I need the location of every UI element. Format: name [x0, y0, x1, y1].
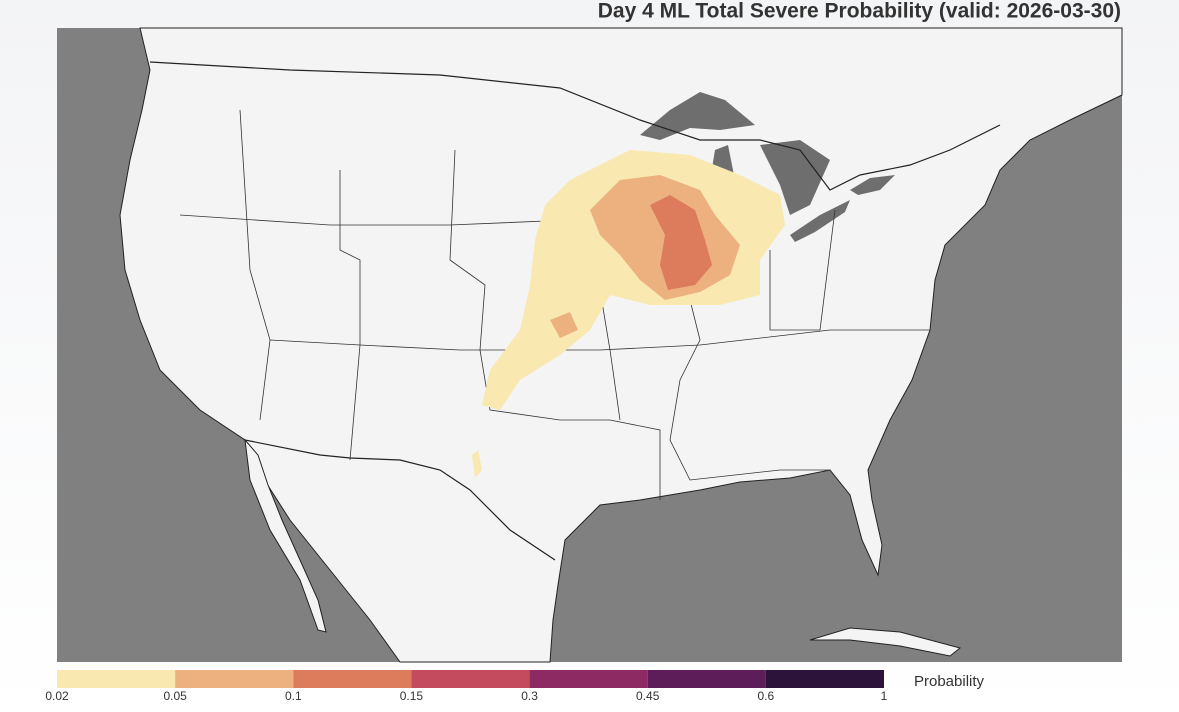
lake-ontario [850, 175, 895, 195]
state-lines [769, 209, 836, 331]
probability-area [650, 195, 712, 290]
colorbar-segment [293, 670, 412, 688]
colorbar-tick-label: 0.45 [636, 689, 660, 703]
colorbar-tick-label: 0.6 [758, 689, 775, 703]
lake-superior [640, 92, 755, 140]
lake-huron [760, 140, 830, 215]
baja [244, 438, 327, 633]
map [57, 27, 1123, 663]
colorbar-tick-label: 0.1 [285, 689, 302, 703]
colorbar-segment [765, 670, 884, 688]
mexico-border [244, 439, 556, 561]
colorbar-tick-label: 1 [881, 689, 888, 703]
colorbar: Probability 0.02 0.05 0.1 0.15 0.3 0.45 0.6 1 [45, 670, 985, 703]
canada-border [149, 61, 1001, 191]
colorbar-tick-label: 0.05 [163, 689, 187, 703]
map-title: Day 4 ML Total Severe Probability (valid… [598, 0, 1121, 23]
colorbar-segment [647, 670, 766, 688]
colorbar-tick-label: 0.02 [45, 689, 69, 703]
cuba [809, 627, 962, 657]
colorbar-segment [411, 670, 530, 688]
state-lines [339, 170, 361, 461]
state-lines [449, 149, 661, 500]
state-lines [239, 109, 271, 421]
colorbar-segment [57, 670, 176, 688]
colorbar-segment [529, 670, 648, 688]
colorbar-tick-label: 0.15 [400, 689, 424, 703]
colorbar-segment [175, 670, 294, 688]
colorbar-tick-label: 0.3 [521, 689, 538, 703]
colorbar-label: Probability [914, 673, 985, 690]
state-lines [669, 249, 830, 481]
